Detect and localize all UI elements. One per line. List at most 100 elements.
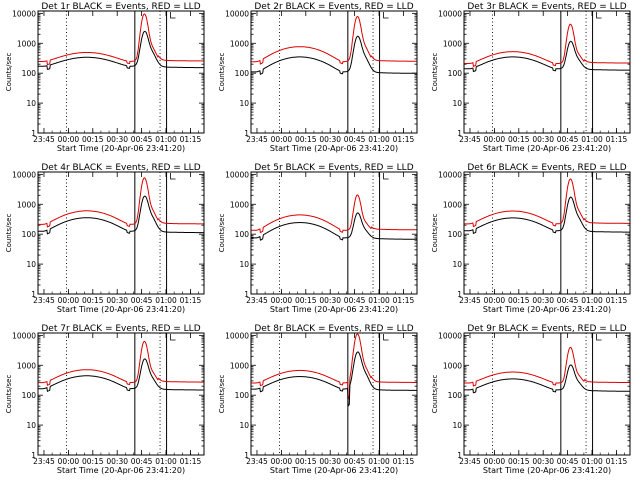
y-tick-label: 100 bbox=[235, 69, 250, 78]
y-tick-label: 10 bbox=[452, 260, 462, 269]
y-tick-label: 100 bbox=[448, 391, 463, 400]
y-axis-label: Counts/sec bbox=[431, 375, 439, 414]
x-axis-label: Start Time (20-Apr-06 23:41:20) bbox=[270, 144, 398, 153]
y-axis-label: Counts/sec bbox=[431, 214, 439, 253]
x-tick-label: 01:00 bbox=[368, 457, 390, 466]
y-tick-label: 1 bbox=[457, 290, 462, 299]
corner-mark bbox=[170, 12, 176, 19]
panel-4: Det 4r BLACK = Events, RED = LLD 1 10 100 10… bbox=[5, 163, 205, 314]
x-tick-label: 00:30 bbox=[106, 135, 128, 144]
corner-mark bbox=[383, 12, 389, 19]
series-lld-red bbox=[251, 194, 417, 234]
x-tick-label: 01:00 bbox=[155, 296, 177, 305]
x-tick-label: 01:00 bbox=[581, 296, 603, 305]
plot-frame bbox=[250, 171, 418, 295]
x-tick-label: 00:00 bbox=[271, 135, 293, 144]
x-tick-label: 01:15 bbox=[393, 135, 415, 144]
y-tick-label: 1000 bbox=[443, 361, 462, 370]
panel-1: Det 1r BLACK = Events, RED = LLD 1 10 100 10… bbox=[5, 2, 205, 153]
plot-frame bbox=[37, 10, 205, 134]
plot-frame bbox=[463, 332, 631, 456]
x-tick-label: 23:45 bbox=[246, 457, 268, 466]
y-tick-label: 10 bbox=[452, 421, 462, 430]
series-events-black bbox=[464, 196, 630, 235]
series-lld-red bbox=[38, 340, 204, 386]
x-tick-label: 01:15 bbox=[393, 457, 415, 466]
corner-mark bbox=[596, 173, 602, 180]
series-events-black bbox=[464, 364, 630, 394]
plot-frame bbox=[463, 171, 631, 295]
series-events-black bbox=[251, 35, 417, 75]
y-tick-label: 10 bbox=[26, 99, 36, 108]
panel-6: Det 6r BLACK = Events, RED = LLD 1 10 100 10… bbox=[431, 163, 631, 314]
y-tick-label: 10 bbox=[26, 260, 36, 269]
x-tick-label: 23:45 bbox=[459, 296, 481, 305]
panel-title: Det 8r BLACK = Events, RED = LLD bbox=[254, 324, 413, 334]
y-tick-label: 1 bbox=[457, 451, 462, 460]
x-tick-label: 00:00 bbox=[271, 457, 293, 466]
y-tick-label: 1000 bbox=[443, 39, 462, 48]
x-tick-label: 01:15 bbox=[180, 135, 202, 144]
x-axis-label: Start Time (20-Apr-06 23:41:20) bbox=[57, 466, 185, 475]
y-tick-label: 1 bbox=[244, 451, 249, 460]
y-axis-label: Counts/sec bbox=[5, 53, 13, 92]
x-tick-label: 01:00 bbox=[581, 457, 603, 466]
x-tick-label: 00:15 bbox=[295, 296, 317, 305]
y-tick-label: 10000 bbox=[438, 170, 462, 179]
x-tick-label: 00:45 bbox=[557, 135, 579, 144]
x-tick-label: 00:45 bbox=[344, 457, 366, 466]
x-tick-label: 00:45 bbox=[344, 135, 366, 144]
x-tick-label: 00:45 bbox=[557, 296, 579, 305]
plot-frame bbox=[37, 171, 205, 295]
x-tick-label: 00:30 bbox=[532, 296, 554, 305]
x-tick-label: 00:00 bbox=[58, 457, 80, 466]
x-tick-label: 00:15 bbox=[508, 135, 530, 144]
plot-frame bbox=[37, 332, 205, 456]
x-tick-label: 23:45 bbox=[246, 135, 268, 144]
y-axis-label: Counts/sec bbox=[218, 214, 226, 253]
panel-title: Det 4r BLACK = Events, RED = LLD bbox=[41, 163, 200, 173]
x-tick-label: 01:15 bbox=[180, 296, 202, 305]
x-tick-label: 23:45 bbox=[33, 135, 55, 144]
series-lld-red bbox=[464, 23, 630, 67]
x-tick-label: 00:30 bbox=[319, 135, 341, 144]
series-lld-red bbox=[251, 15, 417, 65]
y-tick-label: 1000 bbox=[230, 200, 249, 209]
panel-title: Det 9r BLACK = Events, RED = LLD bbox=[467, 324, 626, 334]
panel-title: Det 1r BLACK = Events, RED = LLD bbox=[41, 2, 200, 12]
panel-9: Det 9r BLACK = Events, RED = LLD 1 10 100 10… bbox=[431, 324, 631, 475]
y-axis-label: Counts/sec bbox=[5, 214, 13, 253]
corner-mark bbox=[596, 12, 602, 19]
series-lld-red bbox=[464, 178, 630, 228]
x-axis-label: Start Time (20-Apr-06 23:41:20) bbox=[483, 466, 611, 475]
x-tick-label: 01:00 bbox=[155, 135, 177, 144]
series-events-black bbox=[38, 358, 204, 393]
corner-mark bbox=[170, 173, 176, 180]
x-tick-label: 00:15 bbox=[82, 457, 104, 466]
corner-mark bbox=[170, 334, 176, 341]
x-tick-label: 01:15 bbox=[606, 296, 628, 305]
y-tick-label: 1000 bbox=[443, 200, 462, 209]
series-lld-red bbox=[38, 13, 204, 66]
x-tick-label: 01:00 bbox=[581, 135, 603, 144]
y-tick-label: 1000 bbox=[230, 39, 249, 48]
panel-2: Det 2r BLACK = Events, RED = LLD 1 10 100 10… bbox=[218, 2, 418, 153]
x-tick-label: 01:15 bbox=[606, 457, 628, 466]
panel-title: Det 7r BLACK = Events, RED = LLD bbox=[41, 324, 200, 334]
y-tick-label: 100 bbox=[448, 230, 463, 239]
x-tick-label: 00:15 bbox=[82, 135, 104, 144]
x-tick-label: 00:00 bbox=[58, 135, 80, 144]
x-tick-label: 00:00 bbox=[58, 296, 80, 305]
y-tick-label: 1 bbox=[31, 451, 36, 460]
x-tick-label: 00:30 bbox=[106, 296, 128, 305]
corner-mark bbox=[383, 334, 389, 341]
series-events-black bbox=[464, 40, 630, 73]
x-tick-label: 01:15 bbox=[180, 457, 202, 466]
y-tick-label: 10 bbox=[239, 421, 249, 430]
x-tick-label: 00:00 bbox=[484, 135, 506, 144]
corner-mark bbox=[383, 173, 389, 180]
x-tick-label: 00:30 bbox=[532, 457, 554, 466]
panel-8: Det 8r BLACK = Events, RED = LLD 1 10 100 10… bbox=[218, 324, 418, 475]
series-events-black bbox=[38, 30, 204, 70]
